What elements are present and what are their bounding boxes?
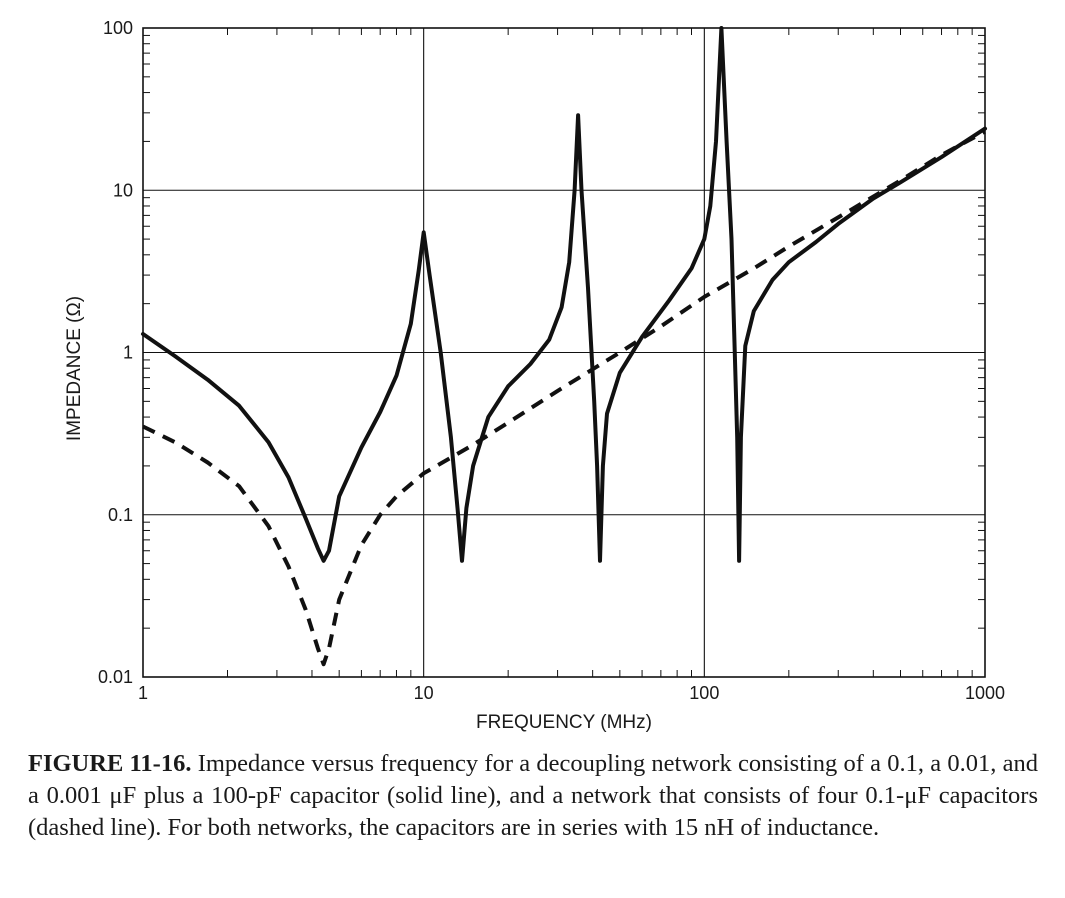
y-axis-title: IMPEDANCE (Ω)	[64, 296, 85, 441]
x-axis-title: FREQUENCY (MHz)	[476, 712, 652, 733]
figure-caption: FIGURE 11-16. Impedance versus frequency…	[28, 748, 1038, 844]
x-tick-label: 1	[138, 683, 148, 703]
plot-frame	[142, 27, 986, 678]
caption-label: FIGURE 11-16.	[28, 750, 192, 777]
series-layer	[141, 26, 987, 667]
impedance-chart: 1 10 100 1000 0.01 0.1 1 10 100 FREQUENCY (MHz)…	[64, 18, 1005, 733]
y-tick-label: 0.1	[108, 505, 133, 525]
dashed-series-line	[142, 129, 986, 667]
x-tick-label: 1000	[965, 683, 1005, 703]
y-tick-label: 100	[103, 18, 133, 38]
y-tick-label: 10	[113, 180, 133, 200]
minor-ticks	[143, 28, 985, 677]
y-tick-label: 0.01	[98, 667, 133, 687]
grid-lines	[143, 28, 985, 677]
x-tick-label: 10	[414, 683, 434, 703]
solid-series-line	[141, 26, 987, 563]
y-tick-labels: 0.01 0.1 1 10 100	[98, 18, 133, 687]
x-tick-label: 100	[689, 683, 719, 703]
caption-text: Impedance versus frequency for a decoupl…	[28, 750, 1039, 841]
y-tick-label: 1	[123, 343, 133, 363]
x-tick-labels: 1 10 100 1000	[138, 683, 1005, 703]
